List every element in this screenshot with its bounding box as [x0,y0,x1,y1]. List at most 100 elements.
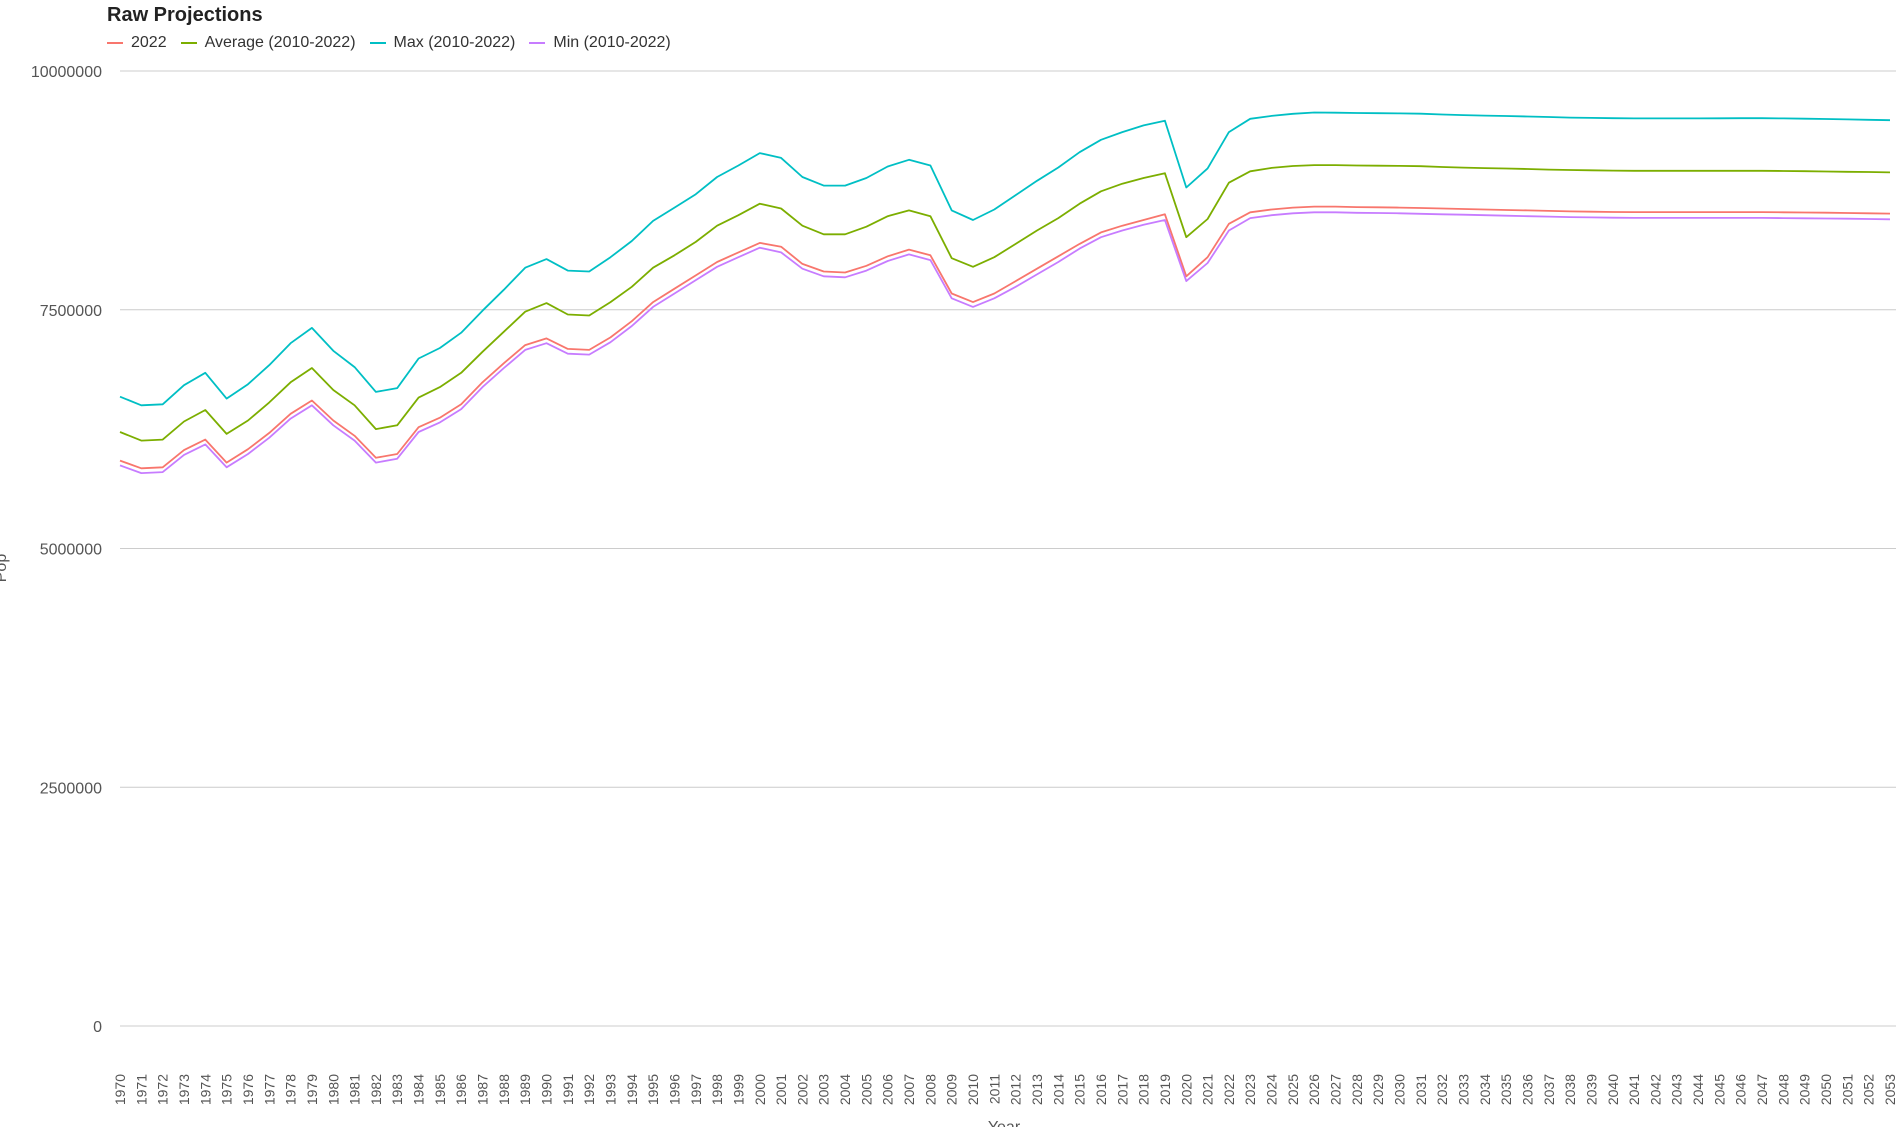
legend-swatch [529,42,546,44]
x-tick-label: 2026 [1306,1074,1322,1105]
x-tick-label: 2040 [1605,1074,1621,1105]
x-tick-label: 2008 [922,1074,938,1105]
x-tick-label: 2039 [1583,1074,1599,1105]
x-tick-label: 1980 [325,1074,341,1105]
x-tick-label: 2033 [1455,1074,1471,1105]
x-tick-label: 2020 [1178,1074,1194,1105]
x-tick-label: 1970 [112,1074,128,1105]
x-tick-label: 2052 [1861,1074,1877,1105]
x-tick-label: 2011 [986,1074,1002,1104]
x-tick-label: 1996 [666,1074,682,1105]
x-tick-label: 2035 [1498,1074,1514,1105]
y-axis-label: Pop [0,554,10,583]
series-line [119,111,1891,407]
x-tick-label: 2047 [1754,1074,1770,1105]
x-tick-label: 1992 [581,1074,597,1105]
x-tick-label: 2016 [1093,1074,1109,1105]
x-tick-label: 2044 [1690,1074,1706,1105]
x-tick-label: 2007 [901,1074,917,1105]
x-tick-label: 1975 [219,1074,235,1105]
legend-label: Min (2010-2022) [553,34,671,51]
x-tick-label: 1988 [496,1074,512,1105]
x-tick-label: 1984 [411,1074,427,1105]
x-tick-label: 2019 [1157,1074,1173,1105]
x-tick-label: 2031 [1413,1074,1429,1105]
x-tick-label: 1986 [453,1074,469,1105]
x-tick-label: 1995 [645,1074,661,1105]
x-tick-label: 2048 [1775,1074,1791,1105]
x-tick-label: 1997 [688,1074,704,1105]
x-tick-label: 2017 [1114,1074,1130,1105]
x-tick-label: 1994 [624,1074,640,1105]
x-tick-label: 2022 [1221,1074,1237,1105]
legend-item: 2022 [107,34,167,52]
x-tick-label: 2012 [1008,1074,1024,1105]
x-tick-label: 2021 [1200,1074,1216,1105]
legend-item: Min (2010-2022) [529,34,671,52]
x-tick-label: 2043 [1669,1074,1685,1105]
x-tick-label: 1973 [176,1074,192,1105]
x-tick-label: 1981 [347,1074,363,1105]
x-tick-label: 2032 [1434,1074,1450,1105]
x-tick-label: 2053 [1882,1074,1898,1105]
x-tick-label: 1993 [602,1074,618,1105]
x-tick-label: 1991 [560,1074,576,1105]
x-tick-label: 2010 [965,1074,981,1105]
y-tick-label: 10000000 [31,64,102,81]
x-tick-label: 2028 [1349,1074,1365,1105]
x-tick-label: 2013 [1029,1074,1045,1105]
x-tick-label: 1977 [261,1074,277,1105]
x-tick-label: 2005 [858,1074,874,1105]
gridlines [120,70,1896,1027]
x-tick-label: 2004 [837,1074,853,1105]
x-tick-label: 2024 [1264,1074,1280,1105]
x-tick-label: 2018 [1136,1074,1152,1105]
series-line [119,205,1891,470]
x-tick-label: 1985 [432,1074,448,1105]
legend-label: Average (2010-2022) [204,34,356,51]
x-tick-label: 2027 [1328,1074,1344,1105]
chart-title: Raw Projections [107,4,263,26]
legend: 2022 Average (2010-2022) Max (2010-2022) Mi… [107,34,671,52]
x-tick-label: 2029 [1370,1074,1386,1105]
x-tick-label: 1990 [539,1074,555,1105]
y-tick-labels: 0 2500000 5000000 7500000 10000000 [31,64,102,1036]
x-tick-label: 2037 [1541,1074,1557,1105]
y-tick-label: 5000000 [40,542,102,559]
x-tick-label: 2003 [816,1074,832,1105]
x-tick-label: 1983 [389,1074,405,1105]
legend-swatch [369,42,386,44]
x-tick-label: 1989 [517,1074,533,1105]
legend-swatch [107,42,123,44]
x-tick-label: 2041 [1626,1074,1642,1105]
y-tick-label: 2500000 [40,780,102,797]
x-tick-label: 2045 [1711,1074,1727,1105]
series-line [119,164,1891,442]
x-tick-label: 2001 [773,1074,789,1105]
x-tick-label: 2006 [880,1074,896,1105]
x-tick-label: 2009 [944,1074,960,1105]
x-tick-label: 2025 [1285,1074,1301,1105]
x-tick-labels: 1970 1971 1972 1973 1974 1975 1976 1977 1978 1979… [112,1074,1898,1105]
x-tick-label: 2023 [1242,1074,1258,1105]
legend-label: 2022 [131,34,167,51]
legend-item: Average (2010-2022) [180,34,356,52]
y-tick-label: 7500000 [40,303,102,320]
legend-swatch [180,42,197,44]
x-tick-label: 1976 [240,1074,256,1105]
x-tick-label: 1971 [133,1074,149,1105]
x-tick-label: 2049 [1797,1074,1813,1105]
series-lines [119,111,1891,475]
x-tick-label: 2034 [1477,1074,1493,1105]
x-tick-label: 1982 [368,1074,384,1105]
legend-item: Max (2010-2022) [369,34,515,52]
x-tick-label: 2042 [1647,1074,1663,1105]
x-tick-label: 1974 [197,1074,213,1105]
series-line [119,211,1891,475]
x-axis-label: Year [988,1119,1021,1127]
x-tick-label: 1978 [283,1074,299,1105]
x-tick-label: 1972 [155,1074,171,1105]
x-tick-label: 2000 [752,1074,768,1105]
x-tick-label: 2002 [794,1074,810,1105]
